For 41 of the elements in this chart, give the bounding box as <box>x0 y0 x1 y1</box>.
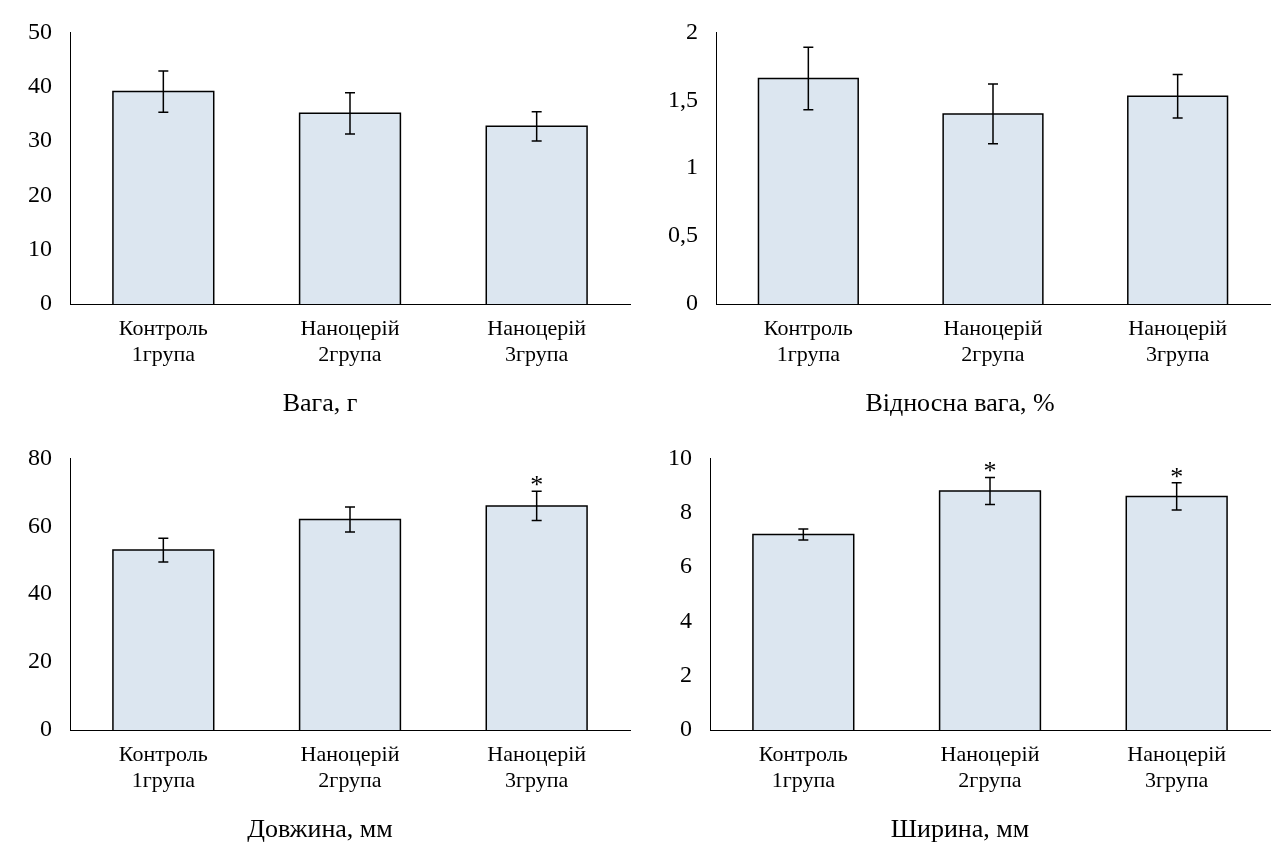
y-tick-label: 1,5 <box>668 85 698 112</box>
y-tick-label: 0,5 <box>668 221 698 248</box>
y-tick-label: 20 <box>28 180 52 207</box>
x-tick-label: Контроль 1група <box>118 740 208 793</box>
x-tick-label: Наноцерій 2група <box>300 740 400 793</box>
x-tick-label: Наноцерій 2група <box>940 740 1040 793</box>
y-tick-label: 4 <box>680 606 692 633</box>
y-tick-label: 2 <box>680 660 692 687</box>
text: Відносна вага, % <box>865 388 1055 418</box>
x-tick-label: Наноцерій 2група <box>943 314 1043 367</box>
annotation: * <box>983 456 997 486</box>
y-tick-label: 0 <box>686 289 698 316</box>
text: Ширина, мм <box>890 814 1030 844</box>
y-tick-label: 80 <box>28 443 52 470</box>
y-tick-label: 0 <box>40 289 52 316</box>
y-tick-label: 60 <box>28 511 52 538</box>
text: Вага, г <box>282 388 358 418</box>
y-tick-label: 6 <box>680 552 692 579</box>
y-tick-label: 1 <box>686 153 698 180</box>
y-tick-label: 40 <box>28 579 52 606</box>
annotation: * <box>1170 461 1184 491</box>
x-tick-label: Наноцерій 3група <box>1127 740 1227 793</box>
y-tick-label: 0 <box>40 715 52 742</box>
annotation: * <box>530 470 544 500</box>
y-tick-label: 0 <box>680 715 692 742</box>
y-tick-label: 20 <box>28 647 52 674</box>
y-tick-label: 40 <box>28 72 52 99</box>
y-tick-label: 10 <box>668 443 692 470</box>
y-tick-label: 8 <box>680 498 692 525</box>
y-tick-label: 50 <box>28 17 52 44</box>
x-tick-label: Наноцерій 3група <box>487 314 587 367</box>
x-tick-label: Наноцерій 3група <box>487 740 587 793</box>
x-tick-label: Контроль 1група <box>118 314 208 367</box>
x-tick-label: Наноцерій 3група <box>1128 314 1228 367</box>
x-tick-label: Наноцерій 2група <box>300 314 400 367</box>
y-tick-label: 10 <box>28 234 52 261</box>
y-tick-label: 2 <box>686 17 698 44</box>
x-tick-label: Контроль 1група <box>758 740 848 793</box>
y-tick-label: 30 <box>28 126 52 153</box>
text: Довжина, мм <box>247 814 393 844</box>
x-tick-label: Контроль 1група <box>763 314 853 367</box>
